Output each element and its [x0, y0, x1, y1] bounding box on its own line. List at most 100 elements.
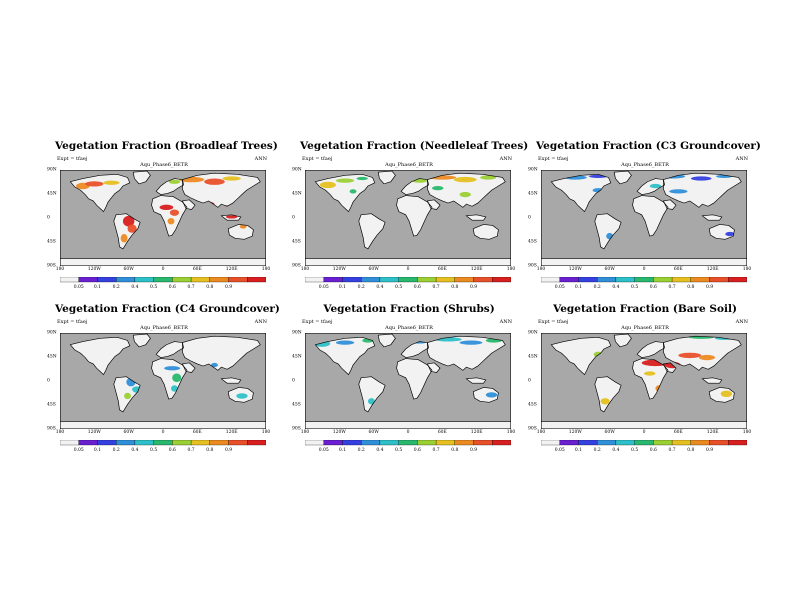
expt-label: Expt = tfaej [57, 156, 88, 162]
lon-tick-label: 120W [568, 267, 582, 272]
colorbar-label: 0.9 [225, 447, 232, 453]
vegetation-patch [164, 366, 181, 371]
colorbar-swatch [541, 277, 560, 283]
lon-ticks: 180 120W 60W 0 60E 120E 180 [56, 267, 271, 275]
continent-indonesia [466, 214, 486, 221]
continent-europe [637, 341, 665, 358]
coastline-antarctica [541, 258, 747, 266]
lat-ticks: 90N 45N 0 45S 90S [47, 168, 59, 269]
vegetation-patch [480, 175, 497, 180]
colorbar-label: 0.05 [555, 284, 565, 290]
continent-indonesia [221, 377, 241, 384]
colorbar-label: 0.8 [687, 284, 694, 290]
colorbar-label: 0.9 [470, 284, 477, 290]
colorbar-swatch [454, 440, 474, 446]
continent-south-america [594, 213, 622, 249]
lon-tick-label: 120W [87, 267, 101, 272]
colorbar-swatch [134, 440, 154, 446]
colorbar-swatch [492, 440, 511, 446]
map-panel-c4: Vegetation Fraction (C4 Groundcover) Exp… [47, 303, 280, 453]
lon-tick-label: 0 [406, 430, 410, 435]
colorbar-swatch [634, 440, 654, 446]
continent-asia [182, 173, 261, 208]
lat-tick-label: 90N [292, 167, 302, 173]
colorbar-label: 0.1 [339, 284, 346, 290]
coastline-australia [472, 387, 499, 403]
panel-title: Vegetation Fraction (C4 Groundcover) [55, 303, 280, 315]
colorbar-label: 0.1 [94, 447, 101, 453]
vegetation-patch [222, 176, 241, 181]
map-frame [305, 170, 511, 266]
colorbar-label: 0.05 [74, 447, 84, 453]
continent-north-america [551, 337, 611, 375]
continent-indonesia [702, 214, 722, 221]
continent-greenland [378, 334, 396, 347]
vegetation-patch [171, 385, 178, 392]
colorbar-swatch [361, 440, 381, 446]
colorbar-label: 0.5 [150, 284, 157, 290]
panel-title: Vegetation Fraction (Bare Soil) [553, 303, 737, 315]
vegetation-patch [453, 176, 477, 183]
vegetation-field [319, 175, 497, 198]
vegetation-patch [600, 398, 610, 405]
vegetation-patch [459, 191, 471, 198]
lon-tick-label: 180 [55, 430, 65, 435]
colorbar-label: 0.6 [414, 447, 421, 453]
lon-tick-label: 60W [604, 430, 615, 435]
coastline-africa [396, 358, 433, 400]
colorbar-label: 0.9 [706, 447, 713, 453]
lon-tick-label: 0 [406, 267, 410, 272]
lat-ticks: 90N 45N 0 45S 90S [292, 331, 304, 432]
coastline-antarctica [60, 258, 266, 266]
lat-tick-label: 45S [528, 239, 537, 245]
panel-title: Vegetation Fraction (Broadleaf Trees) [55, 140, 278, 152]
colorbar-label: 0.2 [594, 447, 601, 453]
coastline-north-america [69, 173, 131, 213]
expt-label: Expt = tfaej [302, 319, 333, 325]
coastline-europe [400, 178, 429, 195]
vegetation-patch [239, 224, 247, 229]
coastline-antarctica [305, 421, 511, 429]
continent-asia [663, 173, 742, 208]
lon-tick-label: 0 [642, 267, 646, 272]
vegetation-patch [485, 392, 498, 398]
lon-tick-label: 0 [161, 430, 165, 435]
coastline-africa [151, 195, 188, 237]
lon-tick-label: 180 [55, 267, 65, 272]
colorbar-label: 0.5 [395, 447, 402, 453]
continent-antarctica [60, 258, 266, 266]
coastline-greenland [132, 170, 151, 185]
continent-antarctica [541, 421, 747, 429]
vegetation-patch [204, 178, 225, 185]
colorbar-swatch [653, 277, 673, 283]
colorbar-label: 0.6 [169, 447, 176, 453]
vegetation-patch [225, 215, 238, 219]
colorbar-label: 0.05 [319, 284, 329, 290]
continent-europe [156, 341, 184, 358]
coastline-south-america [113, 213, 141, 250]
colorbar: 0.05 0.1 0.2 0.4 0.5 0.6 0.7 0.8 0.9 [541, 440, 747, 453]
lat-tick-label: 90S [528, 263, 537, 269]
coastline-australia [472, 224, 499, 240]
coastline-australia [227, 387, 254, 403]
lat-tick-label: 0 [47, 215, 50, 221]
lon-tick-label: 60E [673, 430, 683, 435]
continent-greenland [133, 334, 151, 347]
lon-tick-label: 60W [123, 430, 134, 435]
continent-asia [182, 336, 261, 371]
lon-tick-label: 60W [368, 267, 379, 272]
colorbar-swatch [435, 277, 455, 283]
colorbar-swatch [454, 277, 474, 283]
lon-tick-label: 180 [742, 267, 752, 272]
lon-tick-label: 60E [437, 267, 447, 272]
colorbar-label: 0.2 [594, 284, 601, 290]
lat-tick-label: 0 [47, 378, 50, 384]
lon-ticks: 180 120W 60W 0 60E 120E 180 [537, 267, 752, 275]
colorbar-swatch [228, 440, 248, 446]
colorbar-label: 0.7 [669, 284, 676, 290]
colorbar: 0.05 0.1 0.2 0.4 0.5 0.6 0.7 0.8 0.9 [305, 440, 511, 453]
vegetation-patch [459, 340, 483, 345]
coastline-indonesia [465, 377, 487, 384]
continent-australia [228, 224, 254, 240]
coastline-arabia [662, 199, 677, 210]
